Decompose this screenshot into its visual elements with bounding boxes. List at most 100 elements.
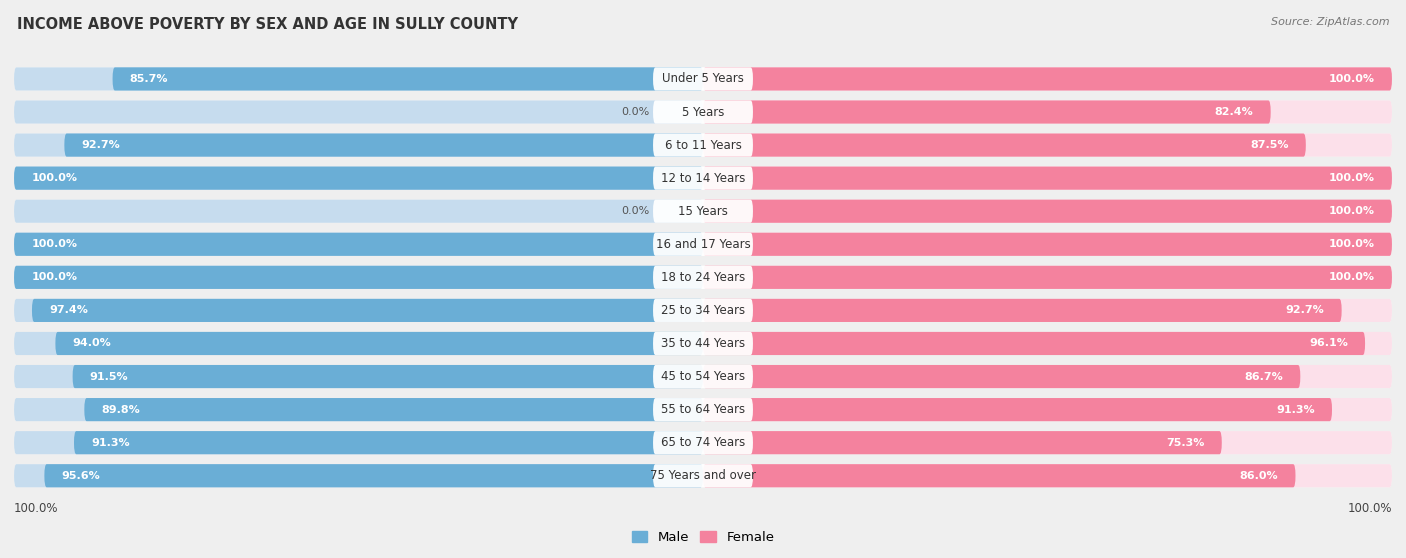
Text: 89.8%: 89.8% bbox=[101, 405, 141, 415]
FancyBboxPatch shape bbox=[14, 398, 703, 421]
FancyBboxPatch shape bbox=[14, 464, 703, 487]
FancyBboxPatch shape bbox=[14, 167, 1392, 190]
Text: 100.0%: 100.0% bbox=[14, 502, 59, 514]
Text: 92.7%: 92.7% bbox=[82, 140, 121, 150]
FancyBboxPatch shape bbox=[703, 233, 1392, 256]
Text: 100.0%: 100.0% bbox=[1329, 173, 1375, 183]
FancyBboxPatch shape bbox=[703, 431, 1392, 454]
Text: 100.0%: 100.0% bbox=[1329, 272, 1375, 282]
Text: Under 5 Years: Under 5 Years bbox=[662, 73, 744, 85]
FancyBboxPatch shape bbox=[65, 133, 703, 157]
FancyBboxPatch shape bbox=[14, 133, 703, 157]
Text: 6 to 11 Years: 6 to 11 Years bbox=[665, 138, 741, 152]
FancyBboxPatch shape bbox=[14, 365, 703, 388]
FancyBboxPatch shape bbox=[652, 100, 754, 123]
FancyBboxPatch shape bbox=[703, 133, 1392, 157]
Text: 87.5%: 87.5% bbox=[1250, 140, 1289, 150]
FancyBboxPatch shape bbox=[14, 233, 703, 256]
Text: 0.0%: 0.0% bbox=[621, 107, 650, 117]
FancyBboxPatch shape bbox=[14, 266, 1392, 289]
FancyBboxPatch shape bbox=[703, 464, 1295, 487]
FancyBboxPatch shape bbox=[73, 365, 703, 388]
FancyBboxPatch shape bbox=[703, 233, 1392, 256]
Text: 91.5%: 91.5% bbox=[90, 372, 128, 382]
FancyBboxPatch shape bbox=[14, 398, 1392, 421]
Text: 55 to 64 Years: 55 to 64 Years bbox=[661, 403, 745, 416]
FancyBboxPatch shape bbox=[703, 167, 1392, 190]
FancyBboxPatch shape bbox=[652, 398, 754, 421]
FancyBboxPatch shape bbox=[703, 398, 1392, 421]
FancyBboxPatch shape bbox=[703, 299, 1341, 322]
FancyBboxPatch shape bbox=[14, 167, 703, 190]
FancyBboxPatch shape bbox=[703, 200, 1392, 223]
FancyBboxPatch shape bbox=[14, 266, 703, 289]
Text: 94.0%: 94.0% bbox=[73, 339, 111, 349]
Legend: Male, Female: Male, Female bbox=[626, 526, 780, 549]
FancyBboxPatch shape bbox=[652, 464, 754, 487]
Text: 65 to 74 Years: 65 to 74 Years bbox=[661, 436, 745, 449]
FancyBboxPatch shape bbox=[14, 266, 703, 289]
Text: 100.0%: 100.0% bbox=[1347, 502, 1392, 514]
Text: 86.0%: 86.0% bbox=[1240, 471, 1278, 481]
FancyBboxPatch shape bbox=[14, 431, 1392, 454]
FancyBboxPatch shape bbox=[703, 431, 1222, 454]
FancyBboxPatch shape bbox=[703, 398, 1331, 421]
FancyBboxPatch shape bbox=[703, 68, 1392, 90]
Text: 100.0%: 100.0% bbox=[1329, 206, 1375, 216]
FancyBboxPatch shape bbox=[14, 332, 1392, 355]
FancyBboxPatch shape bbox=[14, 133, 1392, 157]
Text: 85.7%: 85.7% bbox=[129, 74, 169, 84]
FancyBboxPatch shape bbox=[84, 398, 703, 421]
FancyBboxPatch shape bbox=[652, 68, 754, 90]
FancyBboxPatch shape bbox=[652, 167, 754, 190]
FancyBboxPatch shape bbox=[703, 133, 1306, 157]
Text: 5 Years: 5 Years bbox=[682, 105, 724, 118]
FancyBboxPatch shape bbox=[14, 200, 703, 223]
FancyBboxPatch shape bbox=[652, 233, 754, 256]
FancyBboxPatch shape bbox=[14, 167, 703, 190]
FancyBboxPatch shape bbox=[703, 100, 1271, 123]
FancyBboxPatch shape bbox=[14, 68, 1392, 90]
FancyBboxPatch shape bbox=[14, 233, 703, 256]
Text: 95.6%: 95.6% bbox=[62, 471, 100, 481]
Text: 92.7%: 92.7% bbox=[1285, 305, 1324, 315]
Text: 100.0%: 100.0% bbox=[31, 272, 77, 282]
Text: 100.0%: 100.0% bbox=[1329, 239, 1375, 249]
FancyBboxPatch shape bbox=[14, 200, 1392, 223]
FancyBboxPatch shape bbox=[703, 167, 1392, 190]
Text: 96.1%: 96.1% bbox=[1309, 339, 1348, 349]
Text: 16 and 17 Years: 16 and 17 Years bbox=[655, 238, 751, 251]
FancyBboxPatch shape bbox=[14, 100, 1392, 123]
FancyBboxPatch shape bbox=[652, 133, 754, 157]
FancyBboxPatch shape bbox=[703, 266, 1392, 289]
Text: 25 to 34 Years: 25 to 34 Years bbox=[661, 304, 745, 317]
FancyBboxPatch shape bbox=[14, 233, 1392, 256]
FancyBboxPatch shape bbox=[14, 365, 1392, 388]
Text: 45 to 54 Years: 45 to 54 Years bbox=[661, 370, 745, 383]
Text: 12 to 14 Years: 12 to 14 Years bbox=[661, 172, 745, 185]
FancyBboxPatch shape bbox=[55, 332, 703, 355]
Text: 91.3%: 91.3% bbox=[91, 437, 129, 448]
Text: 18 to 24 Years: 18 to 24 Years bbox=[661, 271, 745, 284]
FancyBboxPatch shape bbox=[703, 464, 1392, 487]
FancyBboxPatch shape bbox=[703, 365, 1392, 388]
FancyBboxPatch shape bbox=[652, 299, 754, 322]
FancyBboxPatch shape bbox=[652, 200, 754, 223]
FancyBboxPatch shape bbox=[14, 299, 1392, 322]
Text: 75.3%: 75.3% bbox=[1166, 437, 1205, 448]
FancyBboxPatch shape bbox=[652, 431, 754, 454]
FancyBboxPatch shape bbox=[703, 365, 1301, 388]
FancyBboxPatch shape bbox=[14, 68, 703, 90]
FancyBboxPatch shape bbox=[703, 332, 1365, 355]
FancyBboxPatch shape bbox=[14, 464, 1392, 487]
FancyBboxPatch shape bbox=[703, 299, 1392, 322]
Text: INCOME ABOVE POVERTY BY SEX AND AGE IN SULLY COUNTY: INCOME ABOVE POVERTY BY SEX AND AGE IN S… bbox=[17, 17, 517, 32]
Text: 97.4%: 97.4% bbox=[49, 305, 89, 315]
FancyBboxPatch shape bbox=[14, 431, 703, 454]
Text: 100.0%: 100.0% bbox=[1329, 74, 1375, 84]
Text: 0.0%: 0.0% bbox=[621, 206, 650, 216]
Text: Source: ZipAtlas.com: Source: ZipAtlas.com bbox=[1271, 17, 1389, 27]
FancyBboxPatch shape bbox=[32, 299, 703, 322]
FancyBboxPatch shape bbox=[652, 266, 754, 289]
Text: 82.4%: 82.4% bbox=[1215, 107, 1254, 117]
